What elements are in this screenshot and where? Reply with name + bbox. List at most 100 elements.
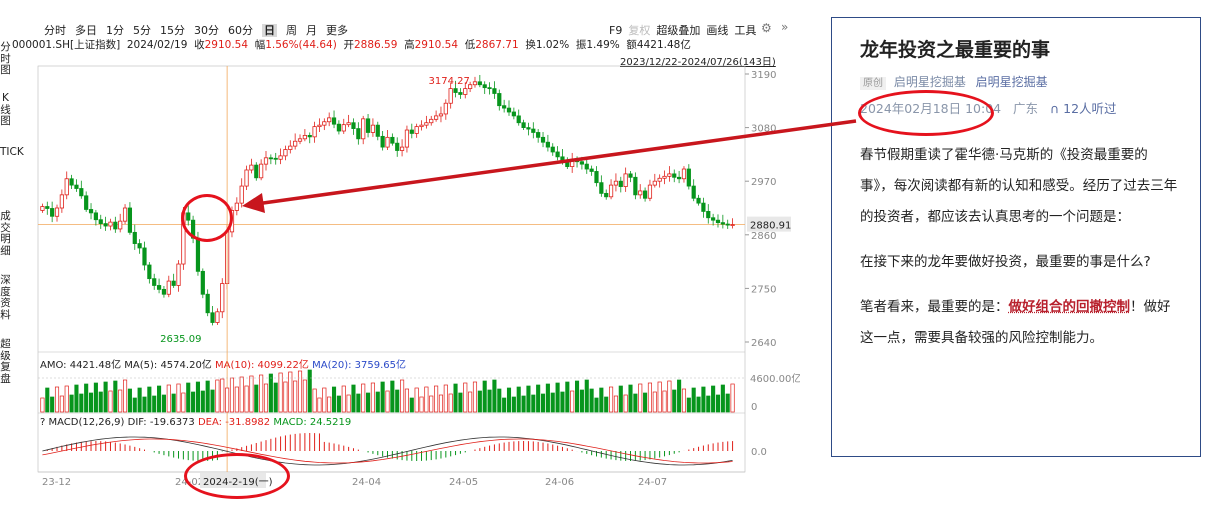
- date-tick-label: 24-04: [352, 477, 381, 488]
- volume-bar: [628, 384, 633, 413]
- volume-bar: [200, 390, 205, 413]
- volume-bar: [404, 388, 409, 413]
- volume-bar: [574, 380, 580, 413]
- tool-item-1[interactable]: 复权: [628, 24, 651, 37]
- volume-bar: [220, 378, 225, 413]
- candle-body: [642, 190, 648, 199]
- volume-bar: [643, 392, 648, 413]
- period-tab-5[interactable]: 30分: [194, 24, 219, 37]
- candle-body: [317, 124, 322, 128]
- volume-bar: [157, 385, 162, 413]
- current-price-box: [747, 216, 791, 232]
- kline-chart-area[interactable]: 分时 多日 1分 5分 15分 30分 60分日周月更多 F9 复权 超级叠加 画线 工具 ⚙ » …: [0, 0, 800, 506]
- period-tab-8[interactable]: 周: [286, 24, 297, 37]
- period-tab-4[interactable]: 15分: [160, 24, 185, 37]
- low-price: 2867.71: [475, 39, 519, 51]
- volume-bar: [229, 377, 235, 413]
- volume-bar: [434, 385, 439, 413]
- candle-body: [438, 113, 444, 117]
- candle-body: [176, 263, 181, 286]
- candle-body: [458, 92, 463, 95]
- volume-bar: [725, 393, 730, 413]
- candle-body: [297, 138, 303, 142]
- candle-body: [239, 185, 244, 204]
- candle-body: [259, 163, 264, 179]
- volume-bar: [263, 383, 269, 413]
- settings-icon[interactable]: ⚙: [761, 21, 772, 35]
- volume-bar: [205, 380, 210, 413]
- expand-icon[interactable]: »: [781, 20, 789, 34]
- period-tab-2[interactable]: 1分: [106, 24, 124, 37]
- sidebar-item-replay[interactable]: 超级复盘: [0, 338, 11, 385]
- candle-body: [395, 142, 400, 151]
- volume-bar: [696, 396, 701, 413]
- candle-body: [487, 87, 492, 90]
- tool-item-2[interactable]: 超级叠加: [656, 24, 701, 37]
- volume-bar: [526, 385, 531, 413]
- macd-legend: ? MACD(12,26,9) DIF: -19.6373 DEA: -31.8…: [40, 417, 352, 428]
- candle-body: [327, 117, 332, 123]
- sidebar-item-kline[interactable]: K线图: [0, 92, 11, 127]
- candle-body: [263, 157, 269, 165]
- volume-bar: [599, 387, 604, 413]
- macd-axis-zero: 0.0: [751, 447, 767, 458]
- candle-body: [608, 184, 614, 198]
- volume-bar: [40, 397, 45, 413]
- candle-body: [307, 134, 312, 138]
- volume-bar: [45, 387, 50, 413]
- date-range-link[interactable]: 2023/12/22-2024/07/26(143日): [620, 57, 776, 68]
- volume-bar: [429, 395, 434, 413]
- volume-bar: [375, 391, 380, 413]
- candle-body: [331, 117, 337, 125]
- period-tab-10[interactable]: 更多: [326, 24, 348, 37]
- volume-axis-zero: 0: [751, 402, 757, 413]
- volume-bar: [555, 382, 560, 413]
- tool-item-3[interactable]: 画线: [706, 24, 729, 37]
- paragraph-1: 春节假期重读了霍华德·马克斯的《投资最重要的事》，每次阅读都有新的认知和感受。经…: [860, 147, 1178, 225]
- period-tab-6[interactable]: 60分: [228, 24, 253, 37]
- volume-bar: [98, 391, 103, 413]
- candle-body: [730, 224, 735, 226]
- tool-toolbar: F9 复权 超级叠加 画线 工具: [609, 22, 762, 38]
- author-grey: 启明星挖掘基: [893, 75, 966, 89]
- tool-item-0[interactable]: F9: [609, 24, 623, 37]
- candle-body: [113, 221, 118, 230]
- volume-bar: [414, 387, 419, 413]
- period-tab-0[interactable]: 分时: [44, 24, 66, 37]
- sidebar-item-depth[interactable]: 深度资料: [0, 274, 11, 321]
- highlight-text: 做好组合的回撤控制: [1008, 299, 1131, 315]
- candle-body: [283, 149, 288, 157]
- volume-bar: [312, 388, 317, 413]
- volume-bar: [351, 384, 356, 413]
- candle-body: [506, 107, 512, 113]
- sidebar-item-trade-detail[interactable]: 成交明细: [0, 210, 11, 257]
- volume-bar: [64, 385, 69, 413]
- period-tab-9[interactable]: 月: [306, 24, 317, 37]
- volume-bar: [278, 372, 283, 413]
- volume-bar: [424, 386, 429, 413]
- volume-bar: [361, 383, 366, 413]
- volume-bar: [540, 393, 546, 413]
- volume-bar: [691, 387, 696, 413]
- candle-body: [677, 176, 682, 180]
- sidebar-item-timeshare[interactable]: 分时图: [0, 41, 11, 76]
- volume-bar: [472, 381, 478, 413]
- volume-bar: [531, 394, 536, 413]
- period-tab-1[interactable]: 多日: [75, 24, 97, 37]
- volume-bar: [288, 371, 293, 413]
- period-tab-7[interactable]: 日: [262, 24, 277, 37]
- volume-bar: [477, 390, 482, 413]
- price-tick-label: 2970: [751, 177, 776, 188]
- period-tab-3[interactable]: 5分: [133, 24, 151, 37]
- candle-body: [570, 158, 575, 167]
- candle-body: [244, 169, 249, 187]
- volume-bar: [59, 395, 64, 413]
- candle-body: [696, 197, 701, 204]
- volume-bar: [618, 385, 623, 413]
- candle-body: [156, 285, 162, 290]
- candle-body: [322, 121, 327, 126]
- author-link[interactable]: 启明星挖掘基: [975, 75, 1048, 89]
- candle-body: [715, 219, 721, 224]
- tool-item-4[interactable]: 工具: [734, 24, 757, 37]
- candle-body: [502, 105, 507, 109]
